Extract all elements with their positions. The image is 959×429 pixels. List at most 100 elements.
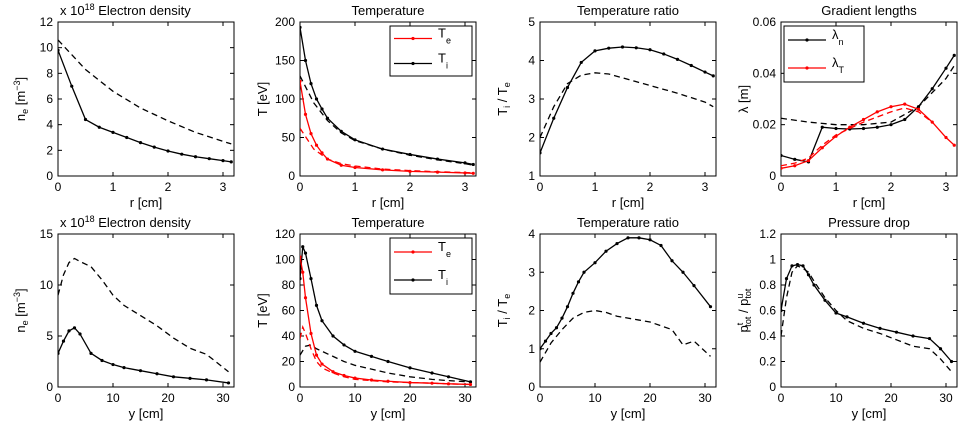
legend-box <box>389 237 473 295</box>
data-point <box>565 305 570 309</box>
data-point <box>801 264 805 268</box>
data-point <box>861 117 866 122</box>
chart-title: x 1018 Electron density <box>60 2 191 18</box>
data-point <box>781 308 783 313</box>
data-point <box>125 135 129 140</box>
y-tick-label: 0.02 <box>753 118 777 132</box>
data-point <box>593 261 597 265</box>
series-line-dashed <box>58 257 229 373</box>
data-point <box>952 53 956 57</box>
data-point <box>878 326 882 330</box>
x-tick-label: 1 <box>592 180 599 194</box>
series-group <box>781 53 956 170</box>
y-tick-label: 0.8 <box>759 278 776 292</box>
axes-box <box>57 233 235 388</box>
data-point <box>339 163 343 167</box>
data-point <box>204 378 209 382</box>
data-point <box>386 359 390 364</box>
data-point <box>300 79 302 83</box>
data-point <box>468 382 473 387</box>
y-tick-label: 0.2 <box>759 355 776 369</box>
x-tick-label: 30 <box>458 391 472 405</box>
x-tick-label: 0 <box>297 391 304 405</box>
y-tick-label: 1 <box>528 342 535 356</box>
data-point <box>301 270 305 274</box>
data-point <box>67 329 71 333</box>
data-point <box>662 52 666 56</box>
data-point <box>689 63 693 68</box>
legend-box <box>783 25 865 83</box>
x-tick-label: 2 <box>165 180 172 194</box>
data-point <box>188 376 192 380</box>
panel-p8: 0 10 20 30 0 0.2 0.4 0.6 0.8 1 1.2 Pressure drop y [… <box>735 215 958 421</box>
x-tick-label: 3 <box>220 180 227 194</box>
data-point <box>795 263 800 267</box>
legend: Te Ti <box>389 237 473 295</box>
series-group <box>300 25 475 175</box>
data-point <box>579 60 583 65</box>
legend-label: Ti <box>438 51 448 71</box>
x-tick-label: 0 <box>55 180 62 194</box>
y-tick-label: 1 <box>769 253 776 267</box>
x-tick-label: 2 <box>407 180 414 194</box>
y-axis-label: ne [m−3] <box>12 288 30 332</box>
data-point <box>861 126 866 131</box>
y-axis-label: Ti / Te <box>495 294 512 328</box>
data-point <box>681 270 685 274</box>
data-point <box>927 336 932 341</box>
data-point <box>894 330 899 334</box>
data-point <box>138 369 143 373</box>
data-point <box>309 277 313 281</box>
chart-title: Pressure drop <box>828 215 910 230</box>
y-tick-label: 4 <box>46 118 53 132</box>
data-point <box>342 343 346 347</box>
y-axis-label: pttot / putot <box>735 288 753 332</box>
chart-title: Temperature <box>352 3 425 18</box>
data-point <box>560 316 564 320</box>
x-axis-label: r [cm] <box>130 195 163 210</box>
data-point <box>430 371 434 375</box>
data-point <box>620 45 625 49</box>
data-point <box>571 291 575 295</box>
data-point <box>97 125 101 129</box>
x-tick-label: 0 <box>55 391 62 405</box>
y-tick-label: 3 <box>528 265 535 279</box>
legend-label: λT <box>832 55 845 75</box>
x-tick-label: 1 <box>352 180 359 194</box>
y-tick-label: 100 <box>275 253 295 267</box>
data-point <box>314 353 319 357</box>
data-point <box>408 380 412 385</box>
data-point <box>543 339 548 343</box>
data-point <box>89 351 93 355</box>
data-point <box>938 347 943 351</box>
x-axis-label: r [cm] <box>372 195 405 210</box>
data-point <box>430 381 434 385</box>
y-tick-label: 0 <box>46 380 53 394</box>
y-tick-label: 10 <box>40 41 54 55</box>
y-tick-label: 6 <box>46 92 53 106</box>
data-point <box>648 48 652 52</box>
data-point <box>300 255 302 259</box>
data-point <box>944 66 948 70</box>
legend-box <box>389 25 473 77</box>
data-point <box>58 351 60 355</box>
y-tick-label: 0 <box>769 380 776 394</box>
data-point <box>446 382 451 386</box>
x-tick-label: 0 <box>778 180 785 194</box>
chart-title: Temperature <box>352 215 425 230</box>
x-tick-label: 3 <box>462 180 469 194</box>
data-point <box>949 359 954 364</box>
y-tick-label: 40 <box>282 329 296 343</box>
y-tick-label: 0 <box>528 380 535 394</box>
data-point <box>703 70 707 74</box>
legend-marker <box>411 61 415 66</box>
y-tick-label: 0 <box>288 380 295 394</box>
panel-p4: 0 1 2 3 0 0.02 0.04 0.06 Gradient lengths r [cm] λ… <box>736 3 958 210</box>
data-point <box>320 362 324 366</box>
data-point <box>152 145 156 149</box>
chart-title: Gradient lengths <box>821 3 917 18</box>
data-point <box>314 303 319 307</box>
data-point <box>303 58 308 63</box>
x-axis-label: y [cm] <box>129 406 164 421</box>
data-point <box>70 84 74 88</box>
